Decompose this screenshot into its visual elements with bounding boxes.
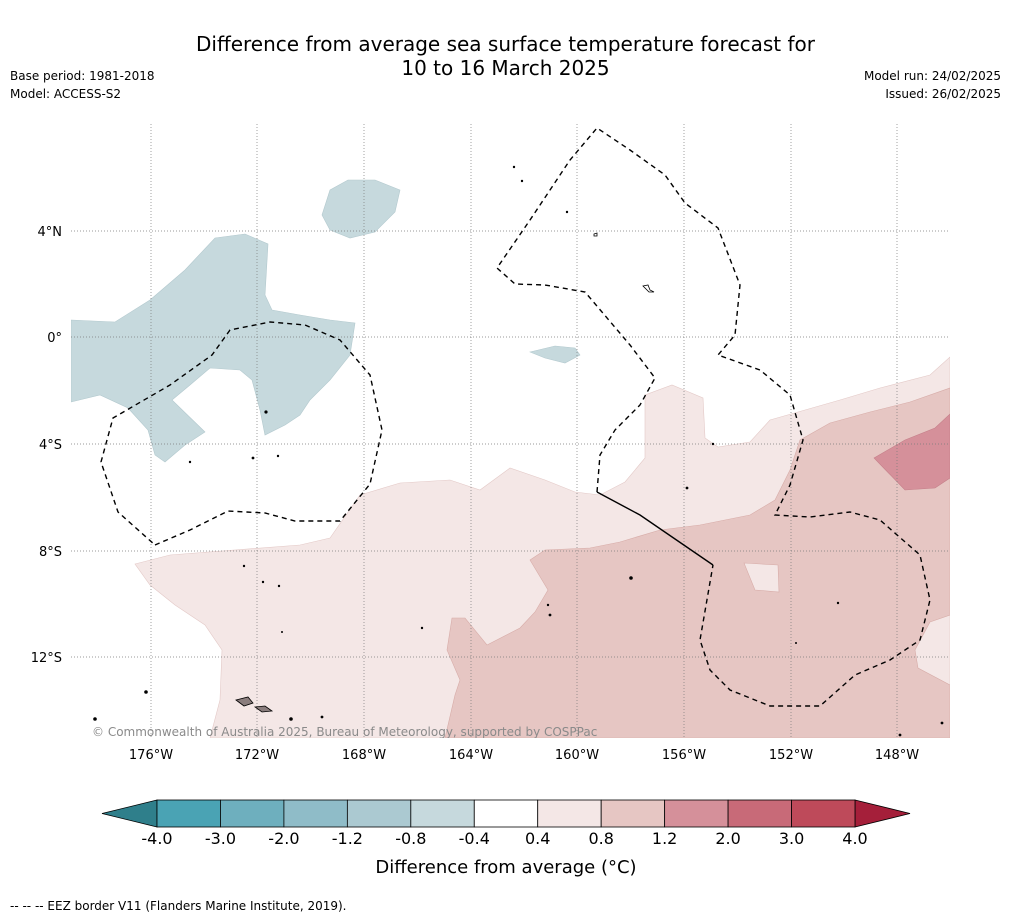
island-kiritimati — [642, 284, 655, 293]
colorbar-cells — [156, 799, 856, 828]
anomaly-region-medium-pink — [444, 387, 950, 738]
lon-label: 152°W — [769, 748, 813, 763]
title-line-2: 10 to 16 March 2025 — [401, 56, 610, 80]
island-dot — [144, 690, 148, 694]
latitude-labels: 4°N 0° 4°S 8°S 12°S — [31, 225, 62, 666]
eez-border-cook-islands — [596, 491, 714, 566]
lon-label: 160°W — [555, 748, 599, 763]
colorbar-tick-label: -2.0 — [268, 829, 299, 848]
island-dot — [93, 717, 97, 721]
colorbar-cell — [727, 799, 792, 828]
island-dot — [711, 442, 715, 446]
lat-label: 4°N — [38, 225, 63, 240]
anomaly-region-light-blue-central — [529, 345, 581, 364]
colorbar-tick-label: 4.0 — [842, 829, 867, 848]
title-line-1: Difference from average sea surface temp… — [195, 32, 815, 56]
eez-border-kiribati-line — [496, 127, 931, 707]
anomaly-patch-light-pink — [743, 562, 780, 593]
island-dot — [685, 486, 689, 490]
colorbar-cell — [410, 799, 475, 828]
island-dot — [520, 179, 524, 183]
colorbar: -4.0 -3.0 -2.0 -1.2 -0.8 -0.4 0.4 0.8 1.2 2.0 3.0 4… — [101, 799, 911, 878]
copyright-text: © Commonwealth of Australia 2025, Bureau… — [92, 725, 597, 739]
island-dot — [546, 603, 550, 607]
colorbar-cell — [473, 799, 539, 828]
island-jarvis — [593, 232, 598, 237]
island-dot — [242, 564, 246, 568]
island-samoa-savaii — [253, 705, 274, 713]
island-dot — [280, 631, 283, 634]
model-name: Model: ACCESS-S2 — [10, 87, 122, 101]
lon-label: 164°W — [449, 748, 493, 763]
island-dot — [320, 715, 324, 719]
island-dot — [836, 601, 840, 605]
colorbar-tick-label: -0.4 — [459, 829, 490, 848]
island-dot — [251, 456, 255, 460]
islands — [93, 165, 944, 737]
island-dot — [548, 613, 552, 617]
island-samoa-upolu — [235, 696, 254, 707]
lon-label: 156°W — [662, 748, 706, 763]
island-dot — [277, 584, 281, 588]
island-dot — [565, 210, 569, 214]
anomaly-region-light-blue-north — [321, 179, 401, 239]
island-dot — [264, 410, 268, 414]
model-run: Model run: 24/02/2025 — [863, 69, 1001, 83]
colorbar-tick-label: 3.0 — [779, 829, 804, 848]
colorbar-tick-label: 2.0 — [715, 829, 740, 848]
colorbar-under-arrow — [101, 799, 158, 828]
map-area: © Commonwealth of Australia 2025, Bureau… — [71, 124, 950, 739]
colorbar-tick-label: 0.8 — [588, 829, 613, 848]
island-dot — [629, 576, 633, 580]
colorbar-cell — [346, 799, 412, 828]
colorbar-ticks: -4.0 -3.0 -2.0 -1.2 -0.8 -0.4 0.4 0.8 1.2 2.0 3.0 4… — [141, 829, 867, 848]
eez-legend: -- -- -- EEZ border V11 (Flanders Marine… — [10, 899, 347, 913]
island-dot — [188, 460, 192, 464]
eez-borders — [100, 127, 931, 707]
lon-label: 172°W — [235, 748, 279, 763]
colorbar-tick-label: -1.2 — [332, 829, 363, 848]
colorbar-cell — [600, 799, 666, 828]
colorbar-cell — [283, 799, 348, 828]
colorbar-tick-label: 0.4 — [525, 829, 550, 848]
colorbar-cell — [537, 799, 602, 828]
issued-date: Issued: 26/02/2025 — [885, 87, 1001, 101]
island-dot — [420, 626, 424, 630]
colorbar-cell — [664, 799, 729, 828]
meta-left: Base period: 1981-2018 Model: ACCESS-S2 — [10, 67, 155, 103]
lon-label: 148°W — [875, 748, 919, 763]
colorbar-tick-label: -3.0 — [205, 829, 236, 848]
base-period: Base period: 1981-2018 — [10, 69, 155, 83]
colorbar-cell — [156, 799, 221, 828]
island-dot — [276, 454, 280, 458]
anomaly-region-dark-pink — [873, 413, 950, 491]
colorbar-tick-label: 1.2 — [652, 829, 677, 848]
title: Difference from average sea surface temp… — [0, 32, 1011, 80]
longitude-labels: 176°W 172°W 168°W 164°W 160°W 156°W 152°… — [129, 748, 919, 763]
island-dot — [898, 733, 902, 737]
island-dot — [261, 580, 265, 584]
colorbar-tick-label: -4.0 — [141, 829, 172, 848]
lat-label: 8°S — [39, 545, 62, 560]
colorbar-tick-label: -0.8 — [395, 829, 426, 848]
lat-label: 4°S — [39, 438, 62, 453]
graticule — [71, 124, 950, 738]
lat-label: 12°S — [31, 651, 62, 666]
island-dot — [940, 721, 944, 725]
colorbar-title: Difference from average (°C) — [375, 857, 636, 878]
meta-right: Model run: 24/02/2025 Issued: 26/02/2025 — [864, 67, 1001, 103]
eez-border-tokelau — [100, 321, 383, 546]
lon-label: 168°W — [342, 748, 386, 763]
island-dot — [512, 165, 516, 169]
colorbar-cell — [220, 799, 285, 828]
lon-label: 176°W — [129, 748, 173, 763]
island-dot — [795, 642, 798, 645]
anomaly-region-light-blue-west — [71, 233, 356, 463]
island-dot — [289, 717, 293, 721]
colorbar-cell — [791, 799, 856, 828]
lat-label: 0° — [47, 331, 62, 346]
colorbar-over-arrow — [854, 799, 911, 828]
